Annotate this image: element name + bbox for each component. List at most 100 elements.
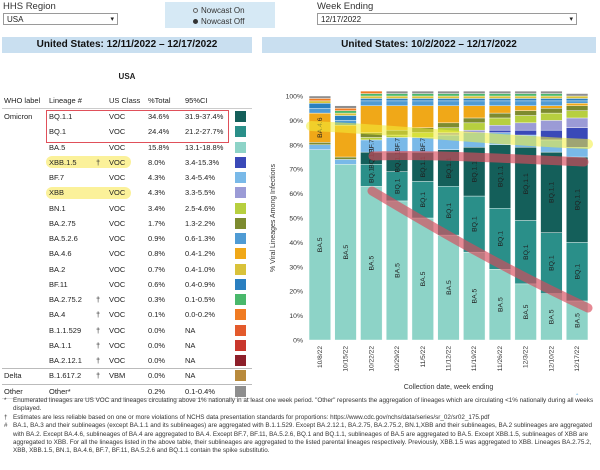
reliability-mark-cell: † [96,157,101,167]
lineage-cell: BA.4 [49,310,66,320]
bar-segment [540,98,563,102]
bar-data-label: BA.5 [317,237,324,252]
right-panel-header: United States: 10/2/2022 – 12/17/2022 [262,37,596,53]
bar-segment [514,90,537,94]
bar-segment [540,90,563,94]
footnote-aggregation: # BA.1, BA.3 and their sublineages (excep… [4,422,592,455]
y-tick-label: 10% [289,313,303,320]
us-class-cell: VOC [109,356,126,365]
ci-cell: NA [185,340,196,350]
bar-data-label: BQ.1.1 [446,157,453,178]
y-tick-label: 100% [286,94,303,101]
reliability-mark-cell: † [96,356,101,365]
region-label: HHS Region [3,1,56,12]
table-row: BA.2 VOC 0.7% 0.4-1.0% [2,262,252,277]
bar-segment [540,100,563,106]
pct-total-cell: 0.1% [148,310,166,320]
bar-segment [540,120,563,131]
x-tick-label: 11/26/22 [497,346,504,372]
lineage-cell: BQ.1 [49,127,67,137]
bar-segment [437,122,460,128]
lineage-color-swatch [235,324,246,336]
region-select[interactable]: USA ▾ [3,13,118,25]
lineage-color-swatch [235,339,246,351]
table-row: BA.4.6 VOC 0.8% 0.4-1.2% [2,246,252,261]
bar-segment [437,95,460,99]
y-tick-label: 90% [289,118,303,125]
lineage-cell: Other* [49,386,71,396]
annotation-yellow-stroke [306,121,593,149]
col-pct-total: %Total [148,96,171,105]
nowcast-marker-icon [575,393,579,395]
ci-cell: 31.9-37.4% [185,112,224,121]
pct-total-cell: 3.4% [148,203,166,213]
bar-segment [308,142,331,146]
col-lineage: Lineage # [49,96,82,105]
bar-segment [514,105,537,111]
col-who-label: WHO label [4,96,41,105]
bar-segment [488,93,511,97]
lineage-color-swatch [235,263,246,275]
group-divider [2,383,252,385]
bar-segment [308,108,331,114]
col-us-class: US Class [109,96,141,105]
bar-segment [360,95,383,99]
ci-cell: 21.2-27.7% [185,127,224,137]
bar-segment [514,115,537,124]
bar-data-label: BF.7 [420,138,427,152]
x-tick-label: 11/12/22 [446,346,453,372]
table-row: XBB.1.5 † VOC 8.0% 3.4-15.3% [2,155,252,170]
bar-segment [463,117,486,124]
week-ending-select[interactable]: 12/17/2022 ▾ [317,13,577,25]
pct-total-cell: 0.7% [148,264,166,274]
bar-segment [360,90,383,94]
bar-segment [463,122,486,131]
bar-segment [334,112,357,116]
bar-segment [488,100,511,106]
nowcast-on-option[interactable]: Nowcast On [193,5,245,15]
lineage-color-swatch [235,309,246,321]
chevron-down-icon: ▾ [569,16,573,23]
bar-segment [488,90,511,94]
y-tick-label: 0% [293,338,303,345]
bar-segment [334,108,357,111]
reliability-mark-cell: † [96,325,101,335]
nowcast-off-label: Nowcast Off [201,16,245,26]
y-tick-label: 60% [289,191,303,198]
bar-segment [514,129,537,136]
bar-data-label: BQ.1.1 [394,151,401,172]
bar-segment [386,95,409,99]
lineage-table: USA WHO label Lineage # US Class %Total … [2,68,252,399]
lineage-cell: BA.1.1 [49,340,72,350]
region-select-value: USA [7,15,24,24]
x-tick-label: 12/17/22 [574,346,581,372]
lineage-color-swatch [235,217,246,229]
lineage-color-swatch [235,111,246,122]
bar-segment [566,93,589,97]
bar-segment [566,95,589,99]
x-tick-label: 12/10/22 [548,346,555,372]
bar-segment [488,98,511,102]
ci-cell: 2.5-4.6% [185,203,216,213]
table-row: BN.1 VOC 3.4% 2.5-4.6% [2,201,252,216]
bar-segment [514,122,537,131]
ci-cell: 0.0-0.2% [185,310,216,320]
us-class-cell: VOC [109,340,126,350]
pct-total-cell: 0.6% [148,279,166,289]
bar-segment [411,90,434,94]
table-row: XBB VOC 4.3% 3.3-5.5% [2,185,252,200]
nowcast-off-option[interactable]: Nowcast Off [193,16,244,26]
us-class-cell: VOC [109,142,126,152]
bar-data-label: BQ.1 [574,264,581,280]
lineage-color-swatch [235,141,246,153]
nowcast-toggle: Nowcast On Nowcast Off [165,2,275,28]
left-panel-header: United States: 12/11/2022 – 12/17/2022 [2,37,252,53]
lineage-cell: BA.2.75 [49,218,76,228]
lineage-color-swatch [235,294,246,305]
ci-cell: 0.1-0.4% [185,386,216,396]
pct-total-cell: 0.0% [148,371,166,381]
bar-segment [308,95,331,99]
bar-segment [437,93,460,97]
table-row: BA.2.12.1 † VOC 0.0% NA [2,353,252,368]
ci-cell: 0.1-0.5% [185,295,216,304]
